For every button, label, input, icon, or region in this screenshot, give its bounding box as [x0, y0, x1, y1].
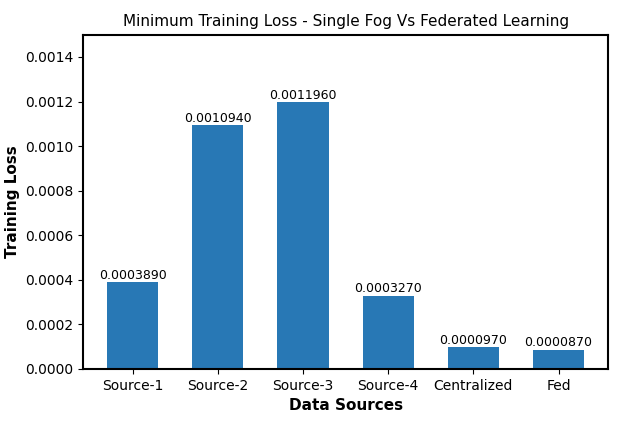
Text: 0.0003890: 0.0003890	[99, 269, 166, 282]
Bar	[448, 347, 499, 369]
Text: 0.0011960: 0.0011960	[269, 89, 337, 102]
Text: 0.0000870: 0.0000870	[525, 336, 593, 349]
Text: 0.0010940: 0.0010940	[184, 112, 252, 125]
Title: Minimum Training Loss - Single Fog Vs Federated Learning: Minimum Training Loss - Single Fog Vs Fe…	[122, 14, 569, 30]
X-axis label: Data Sources: Data Sources	[289, 398, 403, 413]
Bar	[363, 296, 413, 369]
Bar	[192, 125, 243, 369]
Text: 0.0003270: 0.0003270	[355, 283, 422, 296]
Bar	[533, 349, 584, 369]
Y-axis label: Training Loss: Training Loss	[4, 145, 20, 258]
Text: 0.0000970: 0.0000970	[440, 334, 508, 347]
Bar	[107, 282, 158, 369]
Bar	[278, 102, 328, 369]
